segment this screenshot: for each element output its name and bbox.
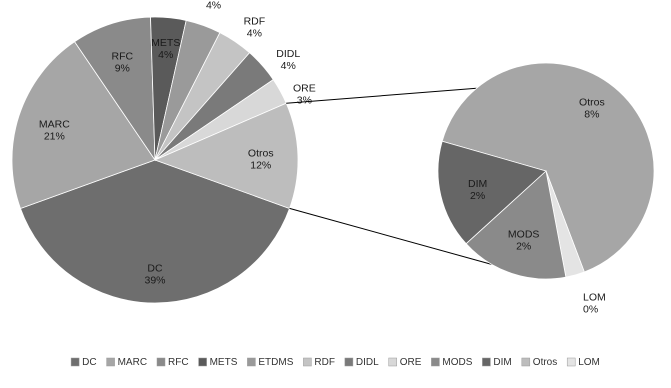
sec-slice-otros	[441, 62, 655, 273]
slice-etdms-value-label: 4%	[206, 0, 221, 12]
legend-item-etdms: ETDMS	[247, 357, 294, 368]
legend-swatch-didl	[344, 357, 354, 367]
legend-swatch-mets	[198, 357, 207, 367]
slice-marc	[11, 41, 156, 209]
sec-slice-lom-value-label: 0%	[583, 303, 598, 315]
slice-otros-name-label: Otros	[248, 148, 274, 160]
connector-line-bottom	[289, 207, 493, 265]
slice-marc-value-label: 21%	[44, 130, 65, 142]
legend-item-rfc: RFC	[156, 357, 189, 368]
legend-swatch-dc	[70, 357, 80, 367]
sec-slice-dim-value-label: 2%	[470, 190, 485, 202]
legend: DC MARC RFC METS ETDMS RDF DIDL ORE MODS DIM Otros…	[70, 357, 600, 368]
slice-rdf-name-label: RDF	[244, 15, 266, 27]
legend-label-dim: DIM	[493, 357, 511, 368]
legend-label-didl: DIDL	[356, 357, 379, 368]
slice-rfc-name-label: RFC	[112, 50, 134, 62]
slice-otros	[153, 102, 299, 209]
slice-mets-value-label: 4%	[158, 49, 173, 61]
legend-item-rdf: RDF	[303, 357, 335, 368]
legend-label-mods: MODS	[442, 357, 472, 368]
legend-item-mets: METS	[198, 357, 238, 368]
slice-marc-name-label: MARC	[39, 118, 70, 130]
sec-slice-mods-name-label: MODS	[508, 229, 540, 241]
sec-slice-mods-value-label: 2%	[516, 241, 531, 253]
legend-swatch-marc	[106, 357, 115, 367]
sec-slice-dim	[437, 140, 547, 245]
legend-swatch-etdms	[247, 357, 256, 367]
legend-swatch-dim	[482, 357, 491, 367]
sec-slice-dim-name-label: DIM	[468, 178, 487, 190]
legend-label-lom: LOM	[578, 357, 600, 368]
slice-rfc	[74, 16, 156, 162]
legend-swatch-otros	[521, 357, 531, 367]
legend-label-etdms: ETDMS	[258, 357, 293, 368]
legend-item-marc: MARC	[106, 357, 147, 368]
legend-swatch-rfc	[156, 357, 166, 367]
slice-dc-name-label: DC	[147, 263, 163, 275]
legend-label-mets: METS	[210, 357, 238, 368]
legend-item-otros: Otros	[521, 357, 557, 368]
legend-swatch-ore	[388, 357, 397, 367]
legend-swatch-lom	[566, 357, 576, 367]
legend-swatch-rdf	[303, 357, 312, 367]
legend-item-didl: DIDL	[344, 357, 379, 368]
connector-line-top	[286, 87, 477, 104]
sec-slice-otros-value-label: 8%	[584, 108, 599, 120]
legend-label-ore: ORE	[400, 357, 422, 368]
sec-slice-mods	[465, 170, 567, 280]
legend-label-otros: Otros	[533, 357, 557, 368]
legend-item-dim: DIM	[482, 357, 512, 368]
sec-slice-lom-name-label: LOM	[583, 291, 606, 303]
slice-otros-value-label: 12%	[250, 160, 271, 172]
legend-item-lom: LOM	[566, 357, 600, 368]
slice-didl-value-label: 4%	[281, 60, 296, 72]
legend-label-marc: MARC	[118, 357, 147, 368]
legend-item-mods: MODS	[431, 357, 473, 368]
legend-label-dc: DC	[82, 357, 96, 368]
legend-item-ore: ORE	[388, 357, 422, 368]
slice-rdf-value-label: 4%	[247, 27, 262, 39]
slice-ore-value-label: 3%	[297, 94, 312, 106]
slice-dc	[19, 159, 291, 304]
slice-mets-name-label: METS	[151, 37, 180, 49]
legend-label-rfc: RFC	[168, 357, 189, 368]
sec-slice-otros-name-label: Otros	[579, 96, 605, 108]
legend-item-dc: DC	[70, 357, 97, 368]
legend-label-rdf: RDF	[314, 357, 335, 368]
legend-swatch-mods	[431, 357, 440, 367]
slice-ore-name-label: ORE	[293, 82, 316, 94]
slice-rfc-value-label: 9%	[115, 62, 130, 74]
main-pie: DC39%MARC21%RFC9%METS4%ETDMS4%RDF4%DIDL4…	[11, 0, 316, 304]
slice-didl-name-label: DIDL	[276, 48, 300, 60]
slice-dc-value-label: 39%	[144, 275, 165, 287]
connector-lines	[286, 87, 493, 265]
